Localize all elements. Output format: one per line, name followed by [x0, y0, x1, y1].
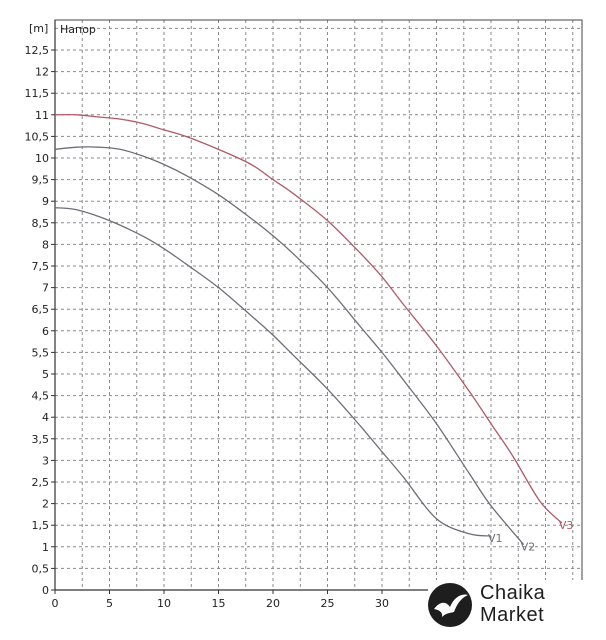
y-tick-label: 8,5	[32, 217, 50, 230]
y-tick-label: 9,5	[32, 174, 50, 187]
y-tick-label: 10	[35, 152, 49, 165]
y-axis-unit: [m]	[29, 22, 48, 35]
grid	[55, 20, 582, 590]
series-line-v1	[54, 207, 492, 537]
plot-frame	[54, 19, 583, 591]
y-tick-label: 2	[42, 498, 49, 511]
seagull-icon	[428, 583, 472, 627]
x-tick-label: 10	[157, 597, 171, 610]
y-tick-label: 8	[42, 238, 49, 251]
y-tick-label: 10,5	[25, 130, 50, 143]
series-line-v3	[54, 113, 563, 524]
x-tick-label: 30	[375, 597, 389, 610]
y-tick-label: 5,5	[32, 346, 50, 359]
series-label-v1: V1	[488, 532, 503, 545]
chaika-market-logo: Chaika Market	[428, 580, 606, 640]
x-tick-label: 0	[52, 597, 59, 610]
y-tick-label: 3	[42, 454, 49, 467]
brand-name: Chaika Market	[480, 582, 545, 626]
y-tick-label: 2,5	[32, 476, 50, 489]
y-tick-label: 9	[42, 195, 49, 208]
x-tick-label: 25	[321, 597, 335, 610]
x-tick-labels: 0 5 10 15 20 25 30	[52, 590, 389, 610]
y-tick-label: 12,5	[25, 44, 50, 57]
y-tick-label: 1,5	[32, 519, 50, 532]
y-tick-label: 4	[42, 411, 49, 424]
y-tick-label: 6,5	[32, 303, 50, 316]
x-tick-label: 5	[106, 597, 113, 610]
y-tick-label: 3,5	[32, 433, 50, 446]
y-tick-label: 7,5	[32, 260, 50, 273]
y-tick-labels: 00,511,522,533,544,555,566,577,588,599,5…	[25, 44, 55, 597]
y-tick-label: 0	[42, 584, 49, 597]
y-axis-label: Напор	[60, 23, 96, 36]
series-label-v3: V3	[559, 519, 574, 532]
brand-line-1: Chaika	[480, 582, 546, 604]
y-tick-label: 11	[35, 109, 49, 122]
y-tick-label: 7	[42, 282, 49, 295]
series: V1 V2 V3	[54, 113, 574, 554]
series-line-v2	[54, 146, 525, 546]
x-tick-label: 15	[212, 597, 226, 610]
brand-line-2: Market	[480, 604, 545, 626]
y-tick-label: 6	[42, 325, 49, 338]
y-tick-label: 5	[42, 368, 49, 381]
y-tick-label: 12	[35, 66, 49, 79]
y-tick-label: 0,5	[32, 562, 50, 575]
x-tick-label: 20	[266, 597, 280, 610]
y-tick-label: 11,5	[25, 87, 50, 100]
y-tick-label: 4,5	[32, 390, 50, 403]
y-tick-label: 1	[42, 541, 49, 554]
series-label-v2: V2	[521, 541, 536, 554]
